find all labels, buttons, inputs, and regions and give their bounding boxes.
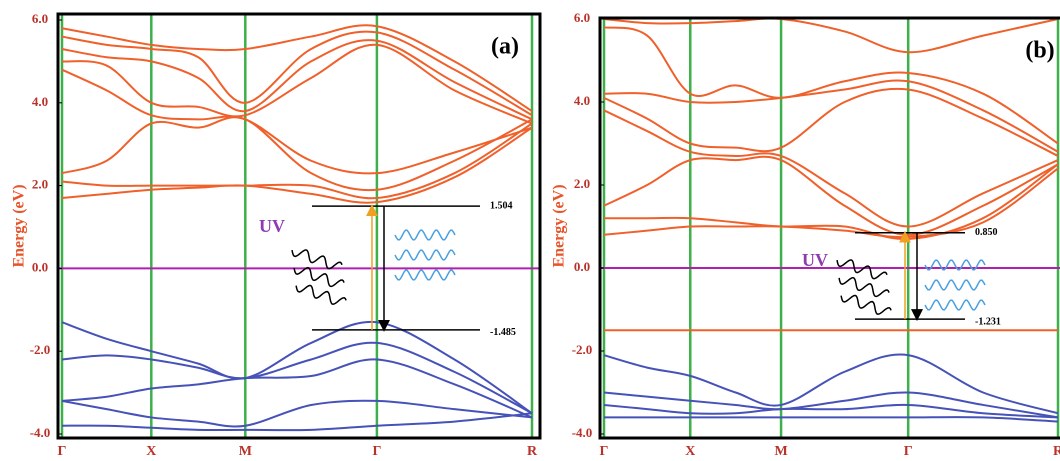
x-tick-label: Γ (372, 444, 381, 459)
band-line (603, 416, 1059, 423)
y-tick-label: 4.0 (574, 93, 590, 108)
y-tick-label: 0.0 (32, 259, 48, 274)
band-line (61, 320, 533, 415)
band-line (61, 126, 533, 204)
x-tick-label: M (774, 444, 787, 459)
band-line (603, 87, 1059, 157)
y-tick-label: -2.0 (572, 342, 593, 357)
level-label: 1.504 (490, 200, 513, 211)
y-tick-label: -2.0 (30, 342, 51, 357)
frame (598, 16, 1060, 440)
emission-wave (394, 229, 456, 241)
frame (56, 12, 542, 440)
band-line (61, 412, 533, 432)
band-line (61, 341, 533, 415)
y-tick-label: 4.0 (32, 94, 48, 109)
y-tick-label: 2.0 (574, 176, 590, 191)
x-tick-label: R (1053, 444, 1060, 459)
panel-label: (a) (491, 34, 519, 60)
plot-area (600, 18, 1060, 438)
y-tick-label: -4.0 (572, 425, 593, 440)
band-line (603, 79, 1059, 153)
band-line (61, 116, 533, 192)
uv-wave (293, 266, 345, 288)
x-tick-label: Γ (58, 444, 67, 459)
uv-label: UV (259, 216, 285, 236)
plot-area (58, 14, 540, 438)
emission-wave (924, 279, 986, 291)
band-line (61, 68, 533, 175)
band-line (61, 39, 533, 121)
band-line (61, 399, 533, 428)
band-line (603, 167, 1059, 239)
band-line (603, 26, 1059, 145)
band-line (61, 24, 533, 112)
emission-wave (394, 249, 456, 261)
uv-label: UV (802, 250, 828, 270)
y-tick-label: 6.0 (32, 11, 48, 26)
uv-wave (291, 249, 343, 270)
band-line (603, 109, 1059, 228)
panel: Γ X M Γ R 6.0 4.0 2.0 0.0 -2.0 -4.0 Energy (eV) (b) 0… (551, 10, 1060, 459)
uv-wave (840, 294, 892, 315)
x-tick-label: R (527, 444, 538, 459)
y-tick-label: 6.0 (574, 10, 590, 25)
level-label: 0.850 (975, 227, 998, 238)
y-axis-label: Energy (eV) (551, 184, 568, 267)
x-tick-label: X (146, 444, 156, 459)
level-label: -1.485 (490, 327, 516, 338)
band-line (61, 30, 533, 117)
band-line (603, 403, 1059, 419)
band-line (603, 353, 1059, 415)
x-tick-label: Γ (600, 444, 609, 459)
y-axis-label: Energy (eV) (11, 184, 28, 267)
x-tick-label: M (239, 444, 252, 459)
band-line (603, 18, 1059, 54)
emission-wave (924, 259, 986, 271)
y-tick-label: -4.0 (30, 425, 51, 440)
panel: Γ X M Γ R 6.0 4.0 2.0 0.0 -2.0 -4.0 Energy (eV) (a) 1… (11, 11, 542, 459)
uv-wave (295, 284, 347, 305)
y-tick-label: 0.0 (574, 259, 590, 274)
x-tick-label: Γ (904, 444, 913, 459)
y-tick-label: 2.0 (32, 177, 48, 192)
band-line (61, 122, 533, 200)
uv-wave (836, 259, 888, 280)
x-tick-label: X (685, 444, 695, 459)
level-label: -1.231 (975, 316, 1001, 327)
band-line (61, 358, 533, 419)
band-line (603, 155, 1059, 236)
band-line (61, 43, 533, 125)
emission-wave (924, 299, 986, 311)
uv-wave (838, 276, 890, 298)
emission-wave (394, 269, 456, 281)
panel-label: (b) (1025, 38, 1054, 64)
